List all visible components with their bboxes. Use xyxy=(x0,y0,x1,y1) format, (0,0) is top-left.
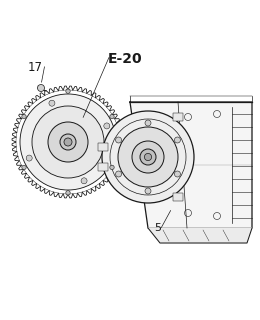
Circle shape xyxy=(37,84,44,92)
FancyBboxPatch shape xyxy=(173,113,183,121)
Circle shape xyxy=(140,149,156,165)
Circle shape xyxy=(104,123,110,129)
Circle shape xyxy=(32,106,104,178)
FancyBboxPatch shape xyxy=(98,143,108,151)
Text: 17: 17 xyxy=(28,61,42,74)
Circle shape xyxy=(48,122,88,162)
Circle shape xyxy=(81,178,87,184)
Circle shape xyxy=(145,188,151,194)
Circle shape xyxy=(66,191,70,195)
Circle shape xyxy=(64,138,72,146)
Circle shape xyxy=(60,134,76,150)
Circle shape xyxy=(66,89,70,93)
Circle shape xyxy=(115,137,122,143)
Circle shape xyxy=(22,114,26,119)
Circle shape xyxy=(102,111,194,203)
Text: 5: 5 xyxy=(154,223,161,233)
Circle shape xyxy=(174,171,180,177)
Circle shape xyxy=(110,115,114,119)
FancyBboxPatch shape xyxy=(98,163,108,171)
FancyBboxPatch shape xyxy=(173,193,183,201)
Circle shape xyxy=(26,155,32,161)
Circle shape xyxy=(49,100,55,106)
Circle shape xyxy=(110,165,114,170)
Circle shape xyxy=(20,94,116,190)
Circle shape xyxy=(144,153,152,161)
Circle shape xyxy=(145,120,151,126)
Circle shape xyxy=(174,137,180,143)
Circle shape xyxy=(115,171,122,177)
Circle shape xyxy=(22,165,26,170)
Text: E-20: E-20 xyxy=(108,52,143,66)
Circle shape xyxy=(132,141,164,173)
Circle shape xyxy=(118,127,178,187)
Polygon shape xyxy=(130,102,252,228)
Polygon shape xyxy=(148,228,252,243)
